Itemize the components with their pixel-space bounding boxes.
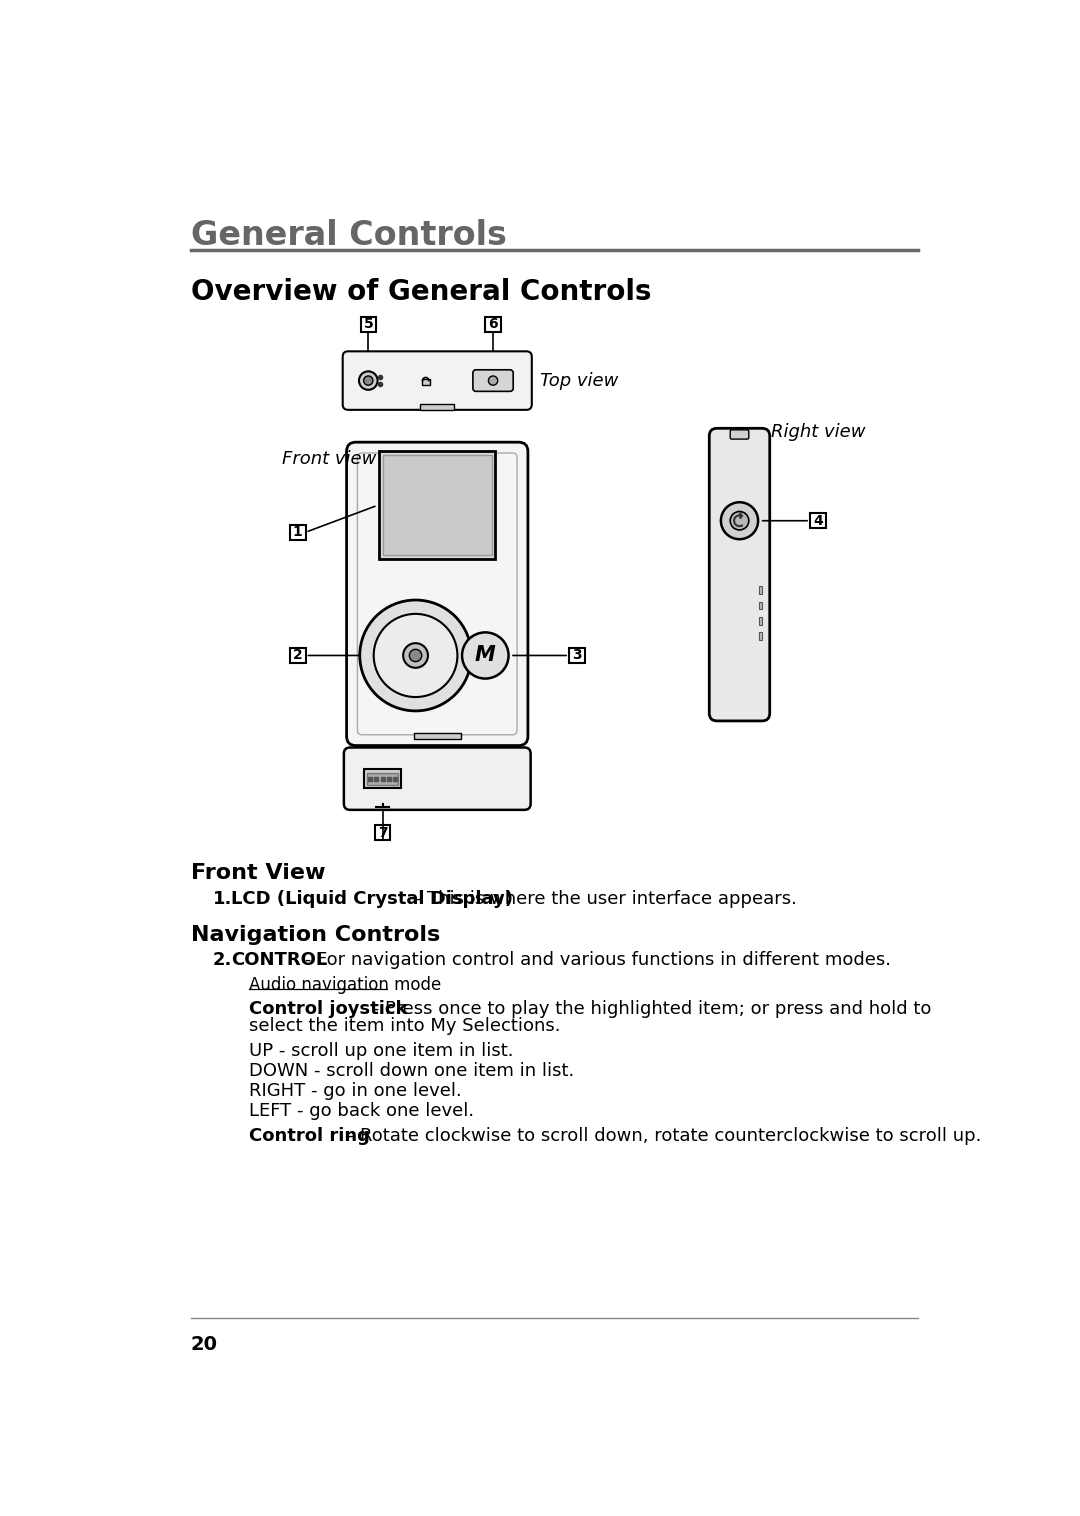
Text: DOWN - scroll down one item in list.: DOWN - scroll down one item in list. [248,1063,575,1079]
Text: 7: 7 [378,826,388,840]
Text: Front View: Front View [191,864,325,884]
Text: Audio navigation mode: Audio navigation mode [248,976,441,994]
Text: 3: 3 [572,649,581,662]
Text: 1.: 1. [213,890,232,908]
Text: Top view: Top view [540,371,619,390]
Text: - Press once to play the highlighted item; or press and hold to: - Press once to play the highlighted ite… [367,1001,931,1019]
Text: - Rotate clockwise to scroll down, rotate counterclockwise to scroll up.: - Rotate clockwise to scroll down, rotat… [342,1126,982,1145]
Text: Overview of General Controls: Overview of General Controls [191,277,651,306]
Text: select the item into My Selections.: select the item into My Selections. [248,1017,561,1035]
Bar [759,632,762,640]
Text: 1: 1 [293,525,302,540]
Bar [379,452,496,559]
Bar [759,617,762,625]
Text: 2: 2 [293,649,302,662]
Text: LCD (Liquid Crystal Display): LCD (Liquid Crystal Display) [231,890,513,908]
Bar [291,525,306,540]
Bar [759,587,762,594]
Text: RIGHT - go in one level.: RIGHT - go in one level. [248,1082,461,1101]
Circle shape [364,376,373,385]
Circle shape [721,502,758,540]
Bar [375,825,390,840]
Bar [291,647,306,662]
Text: 5: 5 [363,317,374,332]
Circle shape [462,632,509,679]
Bar [383,455,491,555]
FancyBboxPatch shape [710,429,770,722]
Circle shape [488,376,498,385]
Bar [569,647,584,662]
Text: General Controls: General Controls [191,218,507,252]
Bar [420,405,455,409]
Circle shape [374,614,458,697]
FancyBboxPatch shape [343,747,530,810]
Bar [367,773,399,785]
Circle shape [409,649,422,661]
Bar [810,512,825,529]
Bar [364,770,401,788]
Text: - For navigation control and various functions in different modes.: - For navigation control and various fun… [299,951,891,969]
Text: 6: 6 [488,317,498,332]
FancyBboxPatch shape [473,370,513,391]
Text: CONTROL: CONTROL [231,951,327,969]
FancyBboxPatch shape [730,431,748,440]
Text: 2.: 2. [213,951,232,969]
Text: Right view: Right view [771,423,866,441]
Text: Control ring: Control ring [248,1126,369,1145]
Text: 20: 20 [191,1336,218,1354]
Text: Navigation Controls: Navigation Controls [191,925,440,944]
Text: LEFT - go back one level.: LEFT - go back one level. [248,1102,474,1120]
Bar [422,379,430,385]
Bar [361,317,376,332]
Bar [485,317,501,332]
Text: UP - scroll up one item in list.: UP - scroll up one item in list. [248,1041,513,1060]
FancyBboxPatch shape [347,443,528,746]
Bar [414,734,460,740]
Circle shape [360,600,471,711]
Text: Front view: Front view [282,450,377,468]
Text: 4: 4 [813,514,823,528]
Bar [759,602,762,609]
Text: Control joystick: Control joystick [248,1001,407,1019]
Text: - This is where the user interface appears.: - This is where the user interface appea… [409,890,797,908]
Circle shape [730,511,748,531]
Text: M: M [475,646,496,666]
Circle shape [403,643,428,667]
Circle shape [359,371,378,390]
FancyBboxPatch shape [342,352,531,409]
